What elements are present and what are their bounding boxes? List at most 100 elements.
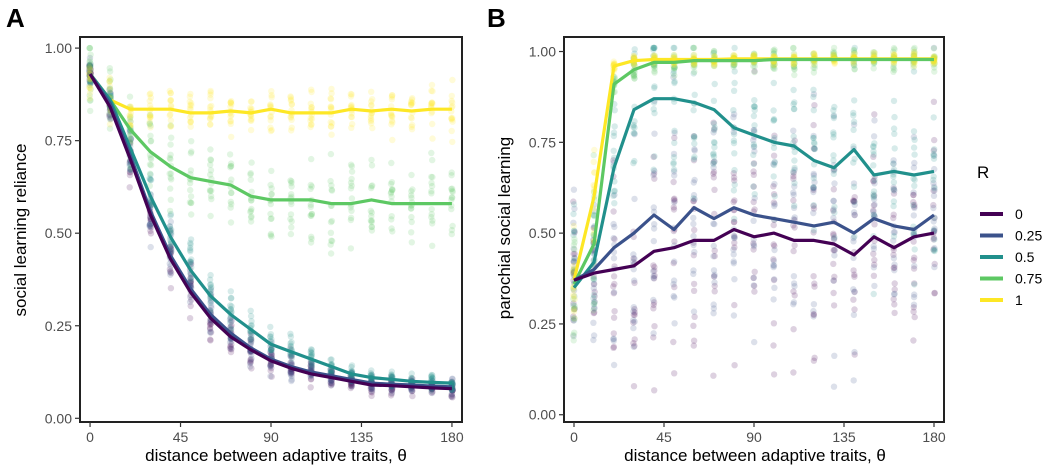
panel-b-point-r1 — [570, 293, 577, 300]
panel-b-point-r0.25 — [611, 191, 618, 199]
panel-a-point-r0.75 — [287, 211, 295, 218]
panel-b-point-r0.25 — [890, 160, 897, 168]
panel-b-point-r0 — [930, 201, 937, 209]
panel-a-point-r0.75 — [227, 204, 234, 211]
panel-a-point-r0.75 — [287, 230, 295, 238]
panel-b-point-r0.5 — [671, 44, 678, 52]
panel-a-point-r0.5 — [268, 346, 275, 353]
panel-a-point-r0 — [448, 393, 455, 400]
panel-b-point-r0.25 — [810, 184, 817, 192]
panel-a-point-r0.75 — [207, 146, 214, 153]
panel-b-point-r0 — [731, 233, 738, 240]
panel-a-point-r1 — [228, 97, 235, 105]
panel-a-point-r0.75 — [167, 170, 175, 177]
panel-b-point-r0 — [931, 260, 938, 268]
panel-b-point-r0 — [630, 255, 637, 262]
panel-a-point-r0 — [247, 360, 254, 367]
panel-b-point-r0 — [610, 283, 617, 290]
panel-b-point-r0.5 — [810, 175, 817, 182]
panel-a-point-r0 — [147, 230, 155, 237]
panel-b-point-r0.5 — [570, 231, 577, 239]
panel-a-point-r1 — [327, 123, 335, 130]
panel-a-point-r1 — [388, 96, 396, 103]
panel-a-point-r0.25 — [328, 368, 335, 376]
panel-b-point-r0.25 — [810, 307, 817, 315]
panel-b-point-r0.25 — [811, 145, 818, 152]
panel-a-point-r0.5 — [268, 336, 275, 343]
panel-b-point-r0.75 — [850, 60, 857, 67]
panel-a-point-r1 — [388, 117, 396, 124]
panel-b-point-r0.25 — [671, 320, 678, 327]
panel-a-point-r0.5 — [308, 352, 316, 359]
panel-a-point-r0.75 — [429, 173, 436, 181]
panel-b-point-r0.25 — [751, 194, 758, 202]
panel-b-point-r0.5 — [751, 191, 758, 198]
panel-b-point-r0 — [851, 271, 858, 278]
panel-a-point-r0.75 — [107, 76, 114, 83]
panel-b-point-r0 — [650, 170, 658, 177]
panel-a-point-r0.75 — [327, 218, 335, 226]
panel-a-point-r0.75 — [186, 199, 194, 206]
panel-a-point-r1 — [389, 112, 396, 120]
panel-a-point-r1 — [267, 124, 274, 131]
panel-b-point-r0.25 — [910, 301, 918, 308]
panel-b-point-r0.5 — [631, 50, 638, 57]
panel-b-point-r0.75 — [630, 72, 638, 80]
panel-b-point-r0.5 — [671, 139, 678, 147]
panel-a-point-r0.75 — [429, 220, 436, 227]
panel-a-point-r0.75 — [348, 168, 356, 175]
panel-b-point-r0 — [911, 201, 918, 209]
panel-a-point-r0.5 — [267, 333, 274, 341]
panel-b-point-r0.25 — [811, 179, 818, 186]
legend-title: R — [977, 163, 989, 182]
panel-a-point-r0.25 — [146, 222, 153, 230]
panel-a-point-r0.75 — [408, 218, 415, 226]
panel-a-point-r0 — [409, 392, 416, 400]
panel-b-point-r1 — [630, 52, 637, 60]
panel-a-point-r1 — [247, 98, 255, 105]
panel-b-point-r0 — [610, 344, 617, 351]
panel-b-point-r0.75 — [870, 51, 877, 58]
panel-a-point-r0.5 — [408, 370, 415, 377]
panel-b-point-r0.25 — [671, 129, 678, 136]
panel-a-point-r0.75 — [188, 211, 195, 218]
panel-a-point-r0.75 — [389, 186, 396, 193]
panel-b-point-r0.25 — [570, 306, 578, 313]
panel-b-point-r0.5 — [770, 173, 777, 180]
panel-a-point-r0 — [228, 322, 235, 329]
panel-b-point-r0.5 — [770, 117, 777, 124]
panel-a-point-r0.75 — [247, 197, 255, 204]
panel-b-point-r0.25 — [610, 234, 617, 242]
panel-b-point-r0.25 — [671, 199, 678, 206]
panel-b-point-r0.5 — [570, 201, 578, 208]
panel-a-point-r0 — [228, 341, 235, 348]
panel-a-point-r0.25 — [167, 218, 174, 225]
panel-b-frame — [563, 36, 945, 423]
panel-a-point-r0 — [167, 242, 174, 250]
panel-b-point-r0 — [810, 273, 817, 280]
panel-a-point-r1 — [146, 91, 153, 98]
panel-b-point-r0 — [930, 236, 937, 243]
panel-b-point-r0 — [930, 187, 937, 194]
panel-a-point-r0.75 — [188, 148, 195, 155]
panel-a-point-r0.75 — [186, 180, 194, 187]
panel-b-point-r0.25 — [790, 301, 797, 308]
panel-b-point-r0.5 — [851, 44, 858, 52]
panel-b-point-r0 — [910, 191, 917, 199]
panel-b-point-r0.5 — [810, 227, 818, 234]
panel-b-point-r0.75 — [931, 64, 938, 71]
panel-b-y-tick-label: 0.00 — [529, 407, 556, 423]
panel-b-point-r0 — [851, 194, 858, 201]
panel-b-point-r0 — [631, 342, 638, 350]
panel-a-point-r0.25 — [207, 328, 214, 335]
panel-a-point-r0.75 — [429, 156, 436, 164]
panel-b-point-r0.25 — [770, 257, 777, 265]
panel-b-point-r0.25 — [870, 245, 878, 252]
panel-b-point-r0.75 — [711, 53, 718, 60]
panel-a-point-r1 — [327, 123, 335, 130]
panel-a-point-r0 — [207, 329, 215, 336]
panel-b-point-r0.5 — [651, 153, 658, 160]
panel-b-point-r0.75 — [690, 44, 698, 52]
panel-b-point-r0 — [770, 221, 777, 229]
panel-a-point-r1 — [449, 138, 456, 146]
